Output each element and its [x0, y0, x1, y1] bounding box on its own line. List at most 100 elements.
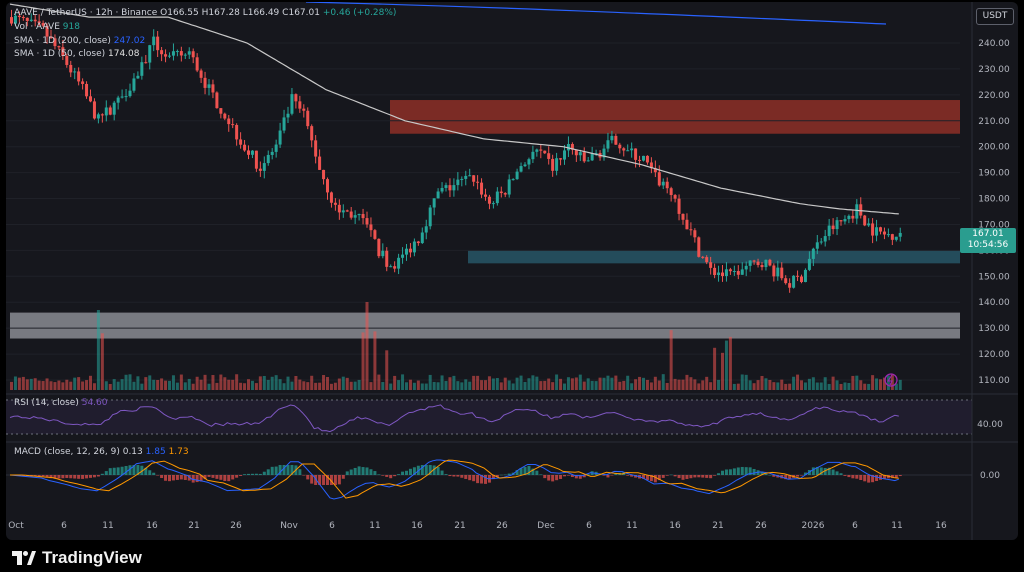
- tradingview-logo[interactable]: TradingView: [12, 548, 142, 568]
- volume-bar: [333, 382, 337, 390]
- macd-histogram-bar: [444, 474, 448, 475]
- candle-body: [491, 203, 495, 205]
- candle-body: [472, 175, 476, 182]
- macd-histogram-bar: [195, 475, 199, 483]
- signal-line: [10, 459, 899, 499]
- volume-value: 918: [62, 22, 80, 32]
- volume-bar: [266, 379, 270, 390]
- time-axis[interactable]: Oct 6 11 16 21 26 Nov 6 11 16 21 26 Dec 6 11 16 21 26 2026…: [8, 521, 947, 531]
- volume-bar: [444, 381, 448, 390]
- volume-bar: [800, 380, 803, 390]
- macd-histogram-bar: [37, 475, 41, 477]
- volume-bar: [152, 379, 156, 390]
- volume-bar: [37, 380, 41, 390]
- candle-body: [460, 178, 464, 180]
- volume-bar: [709, 382, 713, 390]
- macd-histogram-bar: [811, 467, 815, 475]
- candle-body: [92, 101, 96, 119]
- volume-bar: [136, 376, 140, 390]
- volume-bar: [164, 380, 168, 390]
- chart-svg[interactable]: 240.00230.00220.00210.00200.00190.00180.…: [6, 2, 1018, 540]
- macd-histogram-bar: [456, 475, 460, 477]
- macd-histogram-bar: [278, 465, 282, 475]
- volume-bar: [819, 382, 823, 390]
- candle-body: [29, 19, 33, 21]
- candle-body: [231, 124, 235, 126]
- chart-area[interactable]: 240.00 230.00 220.00 210.00 200.00 190.00 180.…: [6, 2, 1018, 540]
- macd-pane[interactable]: 0.00: [6, 2, 1018, 540]
- candle-body: [689, 229, 693, 231]
- candle-body: [843, 219, 847, 222]
- sma200-label: SMA · 1D (200, close): [14, 36, 111, 46]
- time-tick-label: 6: [852, 521, 858, 531]
- zone-resistance: [390, 100, 960, 134]
- candles[interactable]: [10, 9, 902, 293]
- macd-histogram-bar: [140, 465, 144, 475]
- volume-bar: [440, 375, 444, 390]
- time-tick-label: 21: [188, 521, 199, 531]
- candle-body: [713, 267, 717, 276]
- macd-histogram-bar: [164, 475, 168, 481]
- candle-body: [37, 21, 41, 24]
- volume-bar: [25, 379, 29, 390]
- macd-histogram-bar: [219, 475, 223, 480]
- candle-body: [768, 259, 772, 266]
- candle-body: [815, 242, 819, 249]
- volume-bar: [491, 378, 495, 390]
- volume-bar: [96, 310, 100, 390]
- volume-bar: [547, 378, 551, 390]
- candle-body: [250, 150, 254, 155]
- volume-bar: [53, 382, 57, 390]
- macd-histogram-bar: [33, 475, 37, 477]
- volume-bar: [871, 375, 875, 390]
- candle-body: [258, 168, 262, 171]
- macd-histogram-bar: [503, 474, 507, 476]
- macd-histogram-bar: [385, 475, 389, 477]
- macd-histogram-bar: [543, 475, 547, 479]
- macd-histogram-bar: [867, 475, 871, 483]
- macd-histogram-bar: [361, 467, 365, 475]
- candle-body: [875, 227, 879, 236]
- volume-bar: [780, 379, 784, 390]
- volume-bar: [294, 375, 298, 390]
- candle-body: [535, 149, 539, 152]
- sma50-legend: SMA · 1D (50, close) 174.08: [14, 49, 140, 59]
- candle-body: [203, 77, 207, 88]
- macd-histogram-bar: [322, 475, 326, 485]
- currency-button[interactable]: USDT: [976, 8, 1014, 25]
- candle-body: [879, 227, 882, 232]
- macd-histogram-bar: [491, 475, 495, 480]
- macd-histogram-bar: [243, 474, 247, 475]
- macd-histogram-bar: [179, 475, 183, 480]
- candle-body: [13, 15, 17, 24]
- moving-averages: [9, 2, 899, 215]
- time-tick-label: 6: [329, 521, 335, 531]
- time-tick-label: 26: [496, 521, 508, 531]
- candle-body: [274, 144, 278, 152]
- rsi-pane[interactable]: 40.00: [6, 399, 1003, 435]
- volume-bar: [175, 382, 179, 390]
- candle-body: [503, 193, 507, 195]
- macd-histogram-bar: [803, 472, 807, 475]
- low-value: 166.49: [247, 8, 280, 18]
- volume-bar: [705, 376, 709, 390]
- price-axis[interactable]: 240.00 230.00 220.00 210.00 200.00 190.00 180.…: [978, 39, 1010, 386]
- volume-bar: [464, 379, 468, 390]
- volume-bar: [539, 381, 543, 390]
- candle-body: [132, 78, 136, 91]
- volume-bar: [732, 383, 736, 390]
- alert-icon: [884, 373, 898, 387]
- time-tick-label: 16: [669, 521, 681, 531]
- volume-bar: [140, 383, 144, 390]
- volume-bar: [73, 377, 77, 390]
- candle-body: [831, 225, 835, 230]
- volume-bar: [104, 381, 108, 390]
- candle-body: [302, 108, 306, 111]
- volume-bar: [179, 374, 183, 390]
- macd-histogram-bar: [523, 467, 527, 475]
- macd-histogram-bar: [329, 475, 333, 485]
- volume-bar: [472, 375, 476, 390]
- volume-bar: [823, 377, 827, 390]
- volume-bar: [480, 380, 484, 390]
- macd-histogram-bar: [227, 475, 231, 482]
